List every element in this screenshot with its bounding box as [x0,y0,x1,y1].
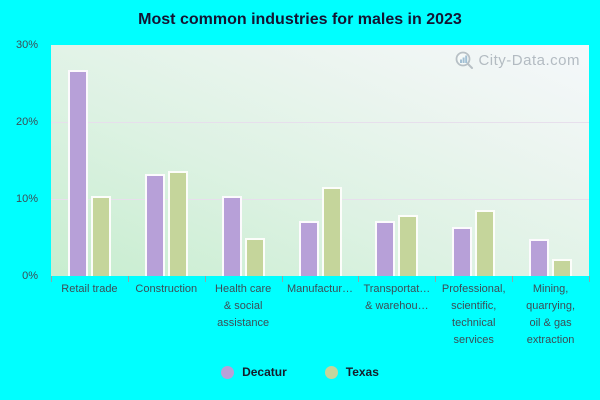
x-category-label-line: technical [452,317,496,329]
bar-decatur-3 [221,195,242,276]
y-tick-label: 30% [15,39,38,51]
x-category-label-line: quarrying, [526,300,576,312]
x-category-label-line: scientific, [451,300,497,312]
x-tick [512,276,514,282]
legend: Decatur Texas [0,364,600,380]
x-category-label-line: Health care [215,283,272,295]
legend-swatch-icon [221,365,235,379]
bar-decatur-5 [375,220,396,276]
bar-texas-5 [398,215,419,276]
x-category-label-line: & social [223,300,263,312]
legend-swatch-icon [324,365,338,379]
x-category-label-line: Retail trade [61,283,118,295]
legend-item-decatur: Decatur [221,365,287,379]
x-category-label: Professional, scientific, technical service… [435,281,512,349]
bar-group [51,45,128,276]
x-category-label-line: extraction [526,334,575,346]
x-tick [281,276,283,282]
x-category-label-line: Transportat… [363,283,431,295]
x-category-label-line: services [453,334,494,346]
x-tick [435,276,437,282]
x-category-label-line: Professional, [441,283,506,295]
x-category-label: Transportat… & warehou… [358,281,435,349]
watermark: City-Data.com [454,50,580,71]
bar-texas-7 [552,259,573,276]
bar-group [435,45,512,276]
legend-label: Decatur [242,365,287,379]
bar-decatur-7 [529,239,550,276]
x-category-label-line: & warehou… [365,300,429,312]
x-category-label: Construction [128,281,205,349]
bar-group [128,45,205,276]
bar-texas-2 [167,170,188,276]
bar-groups [51,45,589,276]
gridline [51,121,589,123]
y-tick-label: 0% [22,270,38,282]
y-axis: 0% 10% 20% 30% [0,39,42,282]
bar-decatur-2 [144,174,165,276]
x-category-label-line: Construction [135,283,198,295]
bar-decatur-4 [298,220,319,276]
bar-decatur-1 [67,69,88,276]
legend-label: Texas [345,365,379,379]
chart-title: Most common industries for males in 2023 [138,11,462,28]
x-axis: Retail trade Construction Health care & soc… [51,281,589,349]
x-tick [127,276,129,282]
x-category-label-line: assistance [217,317,270,329]
bar-texas-4 [321,186,342,276]
x-category-label-line: Mining, [532,283,569,295]
bar-texas-3 [244,237,265,276]
x-category-label: Health care & social assistance [205,281,282,349]
bar-group [512,45,589,276]
x-category-label: Mining, quarrying, oil & gas extraction [512,281,589,349]
y-tick-label: 10% [15,192,38,205]
y-tick-label: 20% [15,115,38,128]
plot-area: City-Data.com [51,45,589,276]
bar-group [205,45,282,276]
bar-decatur-6 [452,226,473,276]
x-tick [358,276,360,282]
bar-texas-6 [475,209,496,276]
x-tick [204,276,206,282]
x-category-label: Retail trade [51,281,128,349]
bar-texas-1 [90,195,111,276]
x-category-label: Manufactur… [282,281,359,349]
x-category-label-line: Manufactur… [286,283,354,295]
x-tick [51,276,52,282]
x-axis-ticks [51,276,590,282]
x-category-label-line: oil & gas [529,317,572,329]
bar-group [282,45,359,276]
legend-item-texas: Texas [324,365,379,379]
bar-group [358,45,435,276]
magnifier-bar-chart-icon [454,50,475,71]
x-tick [589,276,590,282]
gridline [51,198,589,200]
watermark-text: City-Data.com [478,52,580,69]
